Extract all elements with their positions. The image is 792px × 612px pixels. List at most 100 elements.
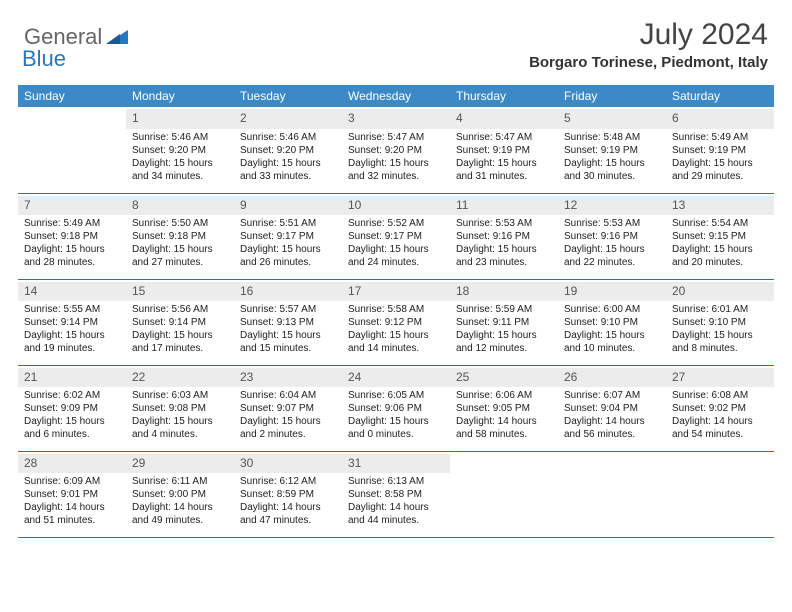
cell-text: and 10 minutes. [564,342,660,355]
day-number: 12 [558,196,666,216]
calendar-cell: 18Sunrise: 5:59 AMSunset: 9:11 PMDayligh… [450,279,558,365]
header: General July 2024 Borgaro Torinese, Pied… [0,0,792,75]
cell-text: Sunset: 9:04 PM [564,402,660,415]
calendar-cell: 8Sunrise: 5:50 AMSunset: 9:18 PMDaylight… [126,193,234,279]
cell-text: and 51 minutes. [24,514,120,527]
cell-text: Daylight: 15 hours [564,157,660,170]
cell-text: Daylight: 15 hours [24,329,120,342]
cell-text: Sunrise: 5:50 AM [132,217,228,230]
cell-text: Daylight: 15 hours [456,329,552,342]
cell-text: and 22 minutes. [564,256,660,269]
cell-text: Daylight: 15 hours [240,243,336,256]
cell-text: Daylight: 15 hours [240,415,336,428]
calendar-cell: 21Sunrise: 6:02 AMSunset: 9:09 PMDayligh… [18,365,126,451]
calendar-cell: 17Sunrise: 5:58 AMSunset: 9:12 PMDayligh… [342,279,450,365]
cell-text: Sunrise: 5:49 AM [24,217,120,230]
cell-text: Sunrise: 5:46 AM [132,131,228,144]
calendar-cell: 31Sunrise: 6:13 AMSunset: 8:58 PMDayligh… [342,451,450,537]
cell-text: and 26 minutes. [240,256,336,269]
cell-text: Sunset: 9:18 PM [24,230,120,243]
cell-text: and 23 minutes. [456,256,552,269]
cell-text: Daylight: 14 hours [348,501,444,514]
cell-text: and 29 minutes. [672,170,768,183]
day-number: 30 [234,454,342,474]
cell-text: Daylight: 15 hours [240,329,336,342]
cell-text: Sunrise: 5:59 AM [456,303,552,316]
cell-text: Daylight: 15 hours [132,243,228,256]
cell-text: Sunrise: 5:54 AM [672,217,768,230]
calendar-row: 7Sunrise: 5:49 AMSunset: 9:18 PM Daylight… [18,193,774,279]
cell-text: Sunrise: 5:58 AM [348,303,444,316]
day-number: 14 [18,282,126,302]
cell-text: Daylight: 15 hours [348,415,444,428]
cell-text: Sunrise: 5:46 AM [240,131,336,144]
cell-text: Sunset: 9:11 PM [456,316,552,329]
cell-text: Sunrise: 5:49 AM [672,131,768,144]
cell-text: and 19 minutes. [24,342,120,355]
day-number: 23 [234,368,342,388]
cell-text: and 33 minutes. [240,170,336,183]
cell-text: and 32 minutes. [348,170,444,183]
cell-text: Daylight: 15 hours [672,243,768,256]
calendar-cell [666,451,774,537]
weekday-header: Tuesday [234,85,342,107]
cell-text: Sunrise: 6:05 AM [348,389,444,402]
cell-text: Daylight: 15 hours [348,157,444,170]
cell-text: and 20 minutes. [672,256,768,269]
cell-text: Sunrise: 5:57 AM [240,303,336,316]
cell-text: Sunrise: 6:03 AM [132,389,228,402]
weekday-header: Sunday [18,85,126,107]
cell-text: Sunrise: 6:08 AM [672,389,768,402]
day-number: 31 [342,454,450,474]
day-number: 13 [666,196,774,216]
cell-text: and 6 minutes. [24,428,120,441]
cell-text: and 0 minutes. [348,428,444,441]
cell-text: Sunset: 9:20 PM [132,144,228,157]
day-number: 10 [342,196,450,216]
calendar-cell: 20Sunrise: 6:01 AMSunset: 9:10 PMDayligh… [666,279,774,365]
cell-text: Sunset: 9:19 PM [672,144,768,157]
cell-text: Sunset: 9:12 PM [348,316,444,329]
day-number: 4 [450,109,558,129]
cell-text: Sunrise: 6:02 AM [24,389,120,402]
cell-text: Sunrise: 5:51 AM [240,217,336,230]
cell-text: Sunrise: 6:04 AM [240,389,336,402]
logo-triangle-icon [106,28,128,51]
cell-text: Sunrise: 5:52 AM [348,217,444,230]
calendar-cell: 27Sunrise: 6:08 AMSunset: 9:02 PMDayligh… [666,365,774,451]
day-number: 3 [342,109,450,129]
day-number: 7 [18,196,126,216]
day-number: 21 [18,368,126,388]
cell-text: Daylight: 14 hours [672,415,768,428]
cell-text: and 14 minutes. [348,342,444,355]
day-number: 25 [450,368,558,388]
day-number: 22 [126,368,234,388]
cell-text: Sunrise: 6:09 AM [24,475,120,488]
cell-text: Sunset: 9:17 PM [240,230,336,243]
calendar-body: 1Sunrise: 5:46 AMSunset: 9:20 PMDaylight… [18,107,774,537]
cell-text: Daylight: 15 hours [564,329,660,342]
page-title: July 2024 [529,18,768,52]
cell-text: Daylight: 14 hours [24,501,120,514]
day-number: 9 [234,196,342,216]
calendar-row: 21Sunrise: 6:02 AMSunset: 9:09 PMDayligh… [18,365,774,451]
day-number: 5 [558,109,666,129]
weekday-header: Saturday [666,85,774,107]
cell-text: Sunset: 9:10 PM [672,316,768,329]
calendar-cell: 19Sunrise: 6:00 AMSunset: 9:10 PMDayligh… [558,279,666,365]
calendar-cell: 30Sunrise: 6:12 AMSunset: 8:59 PMDayligh… [234,451,342,537]
cell-text: and 27 minutes. [132,256,228,269]
cell-text: Sunset: 9:20 PM [240,144,336,157]
cell-text: Sunrise: 6:13 AM [348,475,444,488]
cell-text: Sunrise: 5:47 AM [456,131,552,144]
calendar-cell: 29Sunrise: 6:11 AMSunset: 9:00 PMDayligh… [126,451,234,537]
cell-text: Sunset: 8:58 PM [348,488,444,501]
cell-text: Sunset: 9:06 PM [348,402,444,415]
cell-text: Sunset: 9:14 PM [132,316,228,329]
cell-text: Sunset: 9:16 PM [456,230,552,243]
cell-text: Sunset: 9:20 PM [348,144,444,157]
cell-text: Daylight: 15 hours [348,243,444,256]
calendar-cell: 25Sunrise: 6:06 AMSunset: 9:05 PMDayligh… [450,365,558,451]
cell-text: Sunrise: 5:55 AM [24,303,120,316]
weekday-header: Monday [126,85,234,107]
